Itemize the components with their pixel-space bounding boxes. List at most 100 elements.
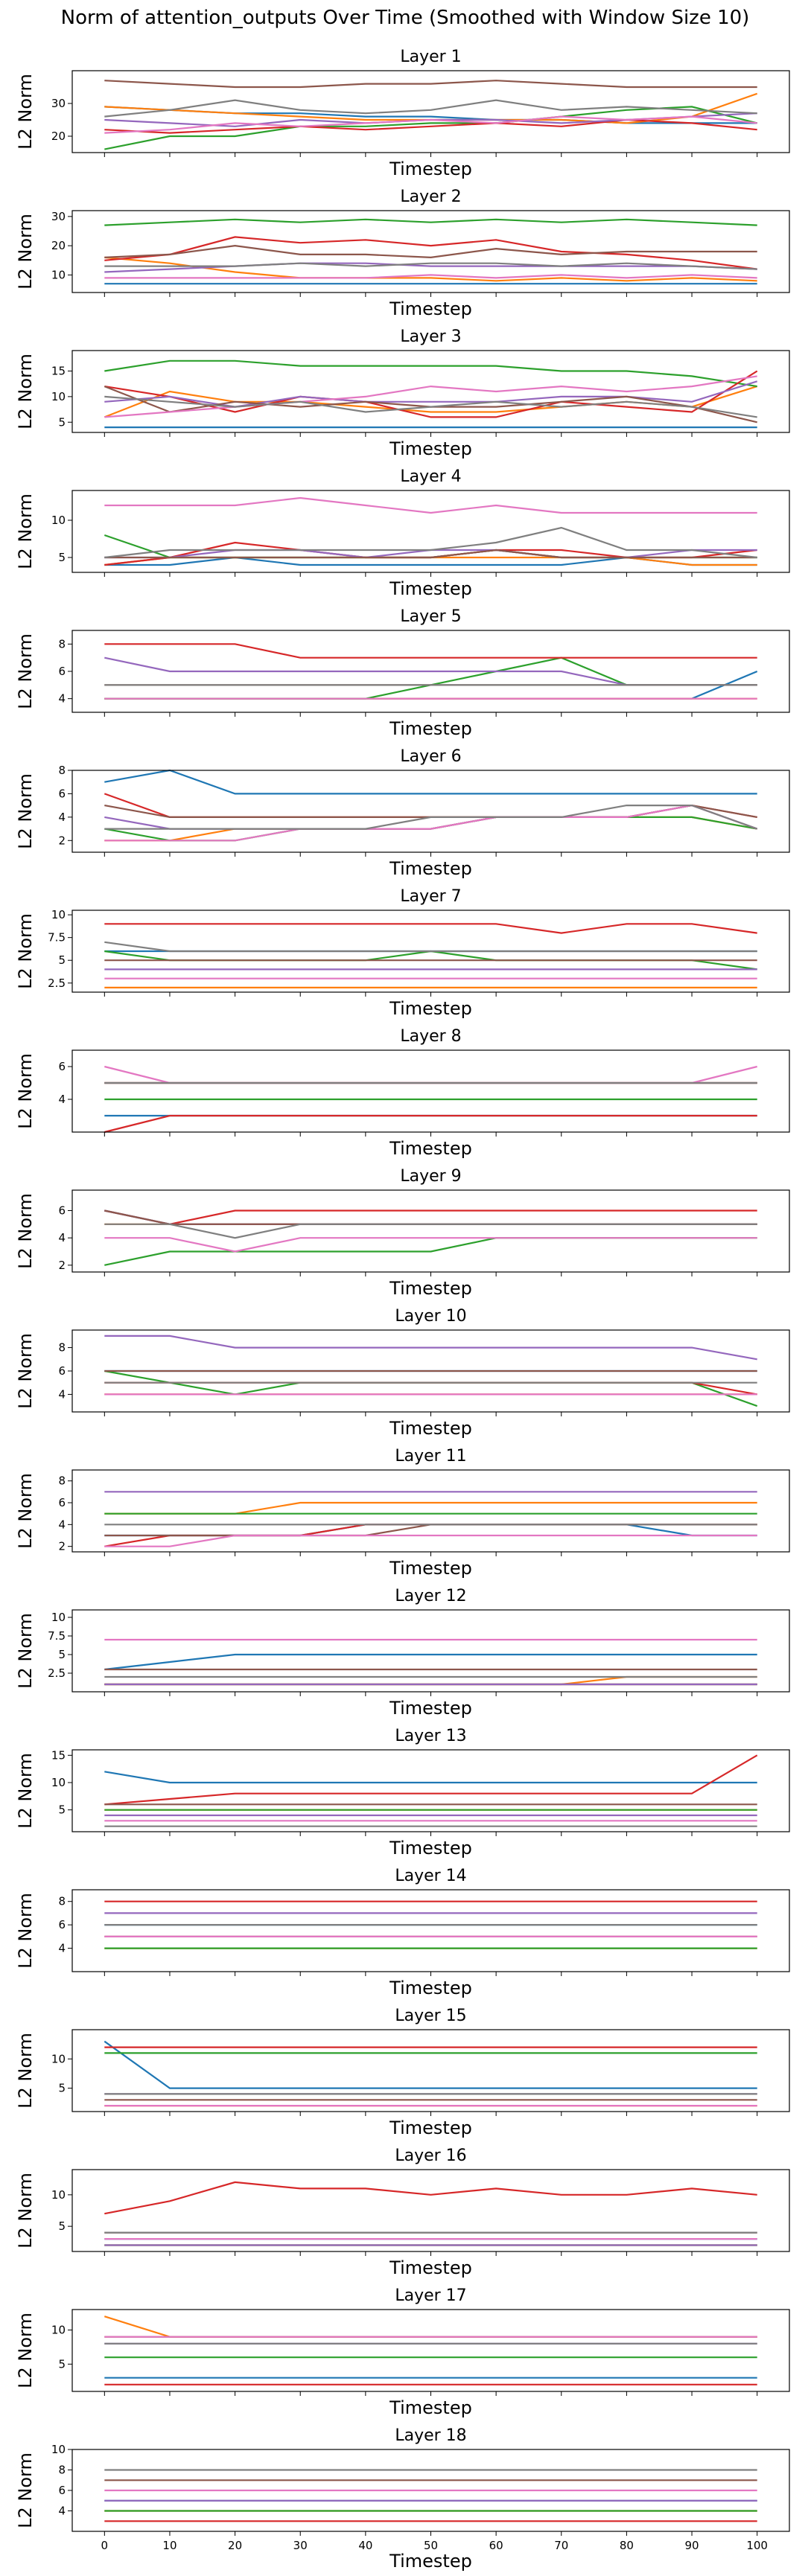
series-line-6: [104, 549, 757, 559]
x-tick-label: 60: [489, 2539, 503, 2552]
series-line-2: [104, 2315, 757, 2338]
y-tick-label: 8: [58, 1341, 66, 1355]
y-axis-label: L2 Norm: [15, 633, 36, 709]
y-tick-label: 4: [58, 692, 66, 706]
y-tick-label: 8: [58, 2464, 66, 2477]
y-tick-label: 10: [51, 2188, 66, 2202]
subplot-title: Layer 10: [395, 1307, 466, 1326]
subplot-title: Layer 17: [395, 2286, 466, 2305]
plot-frame: [71, 1749, 790, 1832]
series-line-3: [104, 1370, 758, 1407]
series-line-4: [104, 1754, 758, 1806]
series-line-4: [104, 1114, 757, 1134]
subplot-title: Layer 2: [400, 188, 461, 206]
y-tick-label: 7.5: [48, 931, 66, 945]
subplot-title: Layer 9: [400, 1167, 461, 1186]
series-line-4: [104, 236, 757, 270]
y-tick-label: 10: [51, 2052, 66, 2065]
y-axis-label: L2 Norm: [15, 2452, 36, 2528]
y-tick-label: 10: [51, 2443, 66, 2456]
y-tick-label: 6: [58, 1364, 66, 1378]
series-line-4: [104, 370, 758, 418]
y-axis-label: L2 Norm: [15, 1613, 36, 1689]
y-tick-label: 5: [58, 2357, 66, 2371]
series-line-6: [104, 80, 757, 89]
y-tick-label: 5: [58, 551, 66, 564]
series-line-1: [104, 1653, 757, 1671]
x-tick-label: 0: [101, 2539, 109, 2552]
series-line-7: [104, 804, 758, 842]
subplot-layer-10: Layer 10 4 6 8 Timestep L2 Norm: [15, 1307, 790, 1439]
series-line-7: [104, 1534, 757, 1547]
subplot-layer-16: Layer 16 5 10 Timestep L2 Norm: [15, 2147, 790, 2278]
y-axis-label: L2 Norm: [15, 1473, 36, 1549]
series-line-5: [104, 262, 757, 273]
x-tick-label: 50: [424, 2539, 438, 2552]
series-line-5: [104, 1335, 757, 1361]
series-line-3: [104, 1237, 757, 1266]
subplot-layer-13: Layer 13 5 10 15 Timestep L2 Norm: [15, 1727, 790, 1859]
subplot-title: Layer 12: [395, 1587, 466, 1605]
y-tick-label: 10: [51, 2324, 66, 2337]
series-line-7: [104, 1065, 757, 1084]
series-line-7: [104, 496, 757, 514]
subplot-layer-11: Layer 11 2 4 6 8 Timestep L2 Norm: [15, 1447, 790, 1579]
y-tick-label: 4: [58, 811, 66, 824]
series-line-8: [104, 99, 757, 118]
subplot-layer-12: Layer 12 2.5 5 7.5 10 Timestep L2 Norm: [15, 1587, 790, 1719]
subplot-title: Layer 8: [400, 1027, 461, 1046]
subplot-title: Layer 1: [400, 48, 461, 66]
x-axis-label: Timestep: [389, 298, 472, 319]
y-axis-label: L2 Norm: [15, 354, 36, 429]
x-tick-label: 100: [746, 2539, 768, 2552]
subplot-title: Layer 15: [395, 2007, 466, 2025]
series-line-4: [104, 923, 757, 934]
series-line-3: [104, 106, 757, 150]
series-line-8: [104, 941, 757, 953]
plot-frame: [71, 1469, 790, 1553]
y-axis-label: L2 Norm: [15, 2033, 36, 2109]
y-tick-label: 20: [51, 239, 66, 252]
y-tick-label: 8: [58, 764, 66, 777]
y-tick-label: 6: [58, 1918, 66, 1931]
series-line-4: [104, 1209, 757, 1225]
series-line-7: [104, 375, 757, 418]
x-axis-label: Timestep: [389, 2397, 472, 2418]
subplot-layer-7: Layer 7 2.5 5 7.5 10 Timestep L2 Norm: [15, 887, 790, 1019]
series-line-4: [104, 643, 757, 659]
x-axis-label: Timestep: [389, 2257, 472, 2278]
subplot-layer-6: Layer 6 2 4 6 8 Timestep L2 Norm: [15, 747, 790, 879]
y-tick-label: 6: [58, 1496, 66, 1509]
subplot-layer-9: Layer 9 2 4 6 Timestep L2 Norm: [15, 1167, 790, 1299]
series-line-1: [104, 769, 757, 795]
series-line-8: [104, 395, 757, 418]
y-tick-label: 4: [58, 1518, 66, 1531]
subplot-title: Layer 4: [400, 467, 461, 486]
subplot-layer-2: Layer 2 10 20 30 Timestep L2 Norm: [15, 188, 790, 319]
y-axis-label: L2 Norm: [15, 2313, 36, 2388]
y-tick-label: 8: [58, 637, 66, 651]
series-line-5: [104, 380, 758, 408]
plot-frame: [71, 1609, 790, 1693]
subplot-layer-17: Layer 17 5 10 Timestep L2 Norm: [15, 2286, 790, 2418]
y-axis-label: L2 Norm: [15, 773, 36, 849]
y-tick-label: 5: [58, 2219, 66, 2233]
x-axis-label: Timestep: [389, 1978, 472, 1998]
y-tick-label: 8: [58, 1474, 66, 1488]
y-tick-label: 2.5: [48, 1666, 66, 1680]
subplot-layer-15: Layer 15 5 10 Timestep L2 Norm: [15, 2007, 790, 2138]
y-axis-label: L2 Norm: [15, 913, 36, 989]
x-tick-label: 30: [293, 2539, 308, 2552]
subplot-title: Layer 3: [400, 327, 461, 346]
y-tick-label: 6: [58, 2484, 66, 2497]
y-tick-label: 10: [51, 514, 66, 527]
subplot-layer-14: Layer 14 4 6 8 Timestep L2 Norm: [15, 1867, 790, 1998]
series-line-2: [104, 1501, 757, 1515]
subplot-layer-5: Layer 5 4 6 8 Timestep L2 Norm: [15, 607, 790, 739]
y-tick-label: 5: [58, 2082, 66, 2095]
y-tick-label: 10: [51, 390, 66, 403]
y-axis-label: L2 Norm: [15, 1193, 36, 1269]
x-axis-label: Timestep: [389, 1138, 472, 1159]
